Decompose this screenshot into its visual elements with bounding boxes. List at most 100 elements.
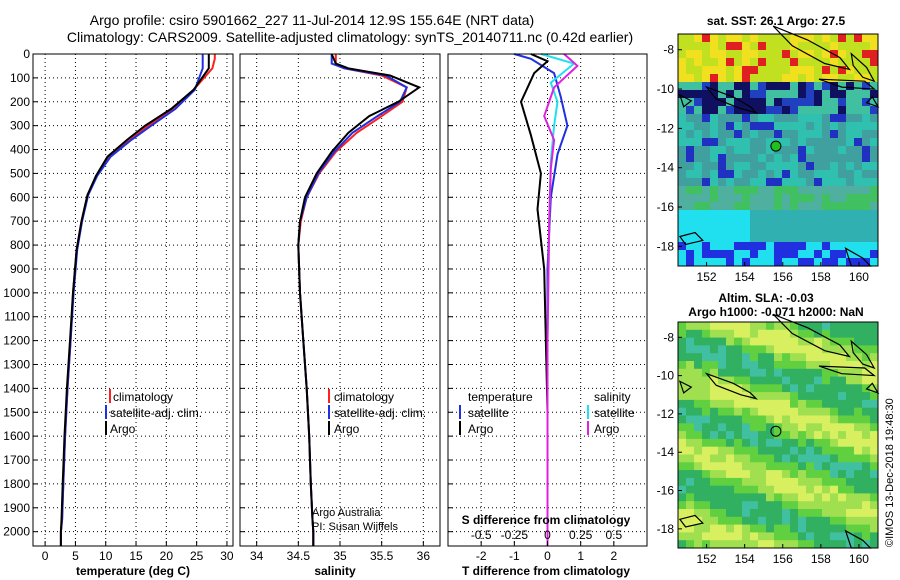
m-sla-cell <box>798 438 807 448</box>
m-sst-cell <box>862 114 871 123</box>
m-sla-cell <box>686 532 695 541</box>
m-sla-cell <box>742 399 751 409</box>
m-sla-cell <box>774 454 783 463</box>
m-sla-cell <box>734 431 743 440</box>
m-sst-cell <box>830 258 839 267</box>
m-sst-cell <box>846 210 855 219</box>
m-sla-cell <box>686 407 695 416</box>
m-sst-cell <box>742 98 751 107</box>
m-sla-cell <box>838 376 847 385</box>
m-sst-cell <box>870 42 879 51</box>
m-sst-cell <box>790 122 799 131</box>
m-sla-cell <box>734 493 743 502</box>
m-sst-cell <box>758 210 767 219</box>
m-sla-cell <box>702 337 711 346</box>
m-sla-cell <box>686 345 695 354</box>
m-sla-cell <box>702 423 711 432</box>
m-sst-cell <box>806 218 815 227</box>
m-sla-cell <box>678 485 687 494</box>
m-sla-cell <box>758 532 767 541</box>
diff-x2tick-label: 0.5 <box>605 528 622 542</box>
m-sst-cell <box>742 170 751 179</box>
m-sst-cell <box>734 162 743 171</box>
m-sla-cell <box>846 524 855 533</box>
m-sla-cell <box>782 384 791 393</box>
m-sst-cell <box>814 66 823 75</box>
m-sla-cell <box>806 322 815 331</box>
m-sla-cell <box>766 368 775 378</box>
m-sst-cell <box>750 138 759 147</box>
depth-tick-label: 0 <box>23 47 30 61</box>
m-sla-cell <box>774 493 783 502</box>
m-sst-cell <box>782 218 791 227</box>
m-sst-cell <box>798 74 807 83</box>
m-sla-cell <box>774 470 783 479</box>
m-sst-cell <box>710 114 719 123</box>
m-sla-cell <box>734 470 743 479</box>
m-sla-cell <box>742 415 751 424</box>
m-sst-cell <box>758 34 767 43</box>
depth-tick-label: 200 <box>10 95 30 109</box>
m-sla-cell <box>694 501 703 510</box>
m-sla-cell <box>862 407 871 416</box>
m-sla-cell <box>862 477 871 487</box>
m-sla-cell <box>678 516 687 526</box>
m-sst-xtick-label: 158 <box>811 270 831 284</box>
sal-series-argo <box>297 53 422 546</box>
sla-map-subtitle: Argo h1000: -0.071 h2000: NaN <box>688 305 863 319</box>
m-sla-cell <box>734 454 743 463</box>
m-sla-cell <box>710 446 719 455</box>
m-sst-cell <box>734 90 743 99</box>
m-sst-cell <box>758 146 767 155</box>
m-sla-cell <box>822 329 831 339</box>
m-sla-cell <box>798 337 807 346</box>
m-sst-cell <box>734 138 743 147</box>
m-sla-cell <box>814 493 823 502</box>
m-sst-cell <box>758 58 767 67</box>
m-sla-cell <box>854 361 863 370</box>
m-sla-cell <box>774 415 783 424</box>
m-sst-cell <box>846 98 855 107</box>
m-sst-cell <box>702 66 711 75</box>
m-sst-cell <box>750 226 759 235</box>
m-sst-cell <box>686 50 695 59</box>
m-sla-cell <box>766 477 775 487</box>
m-sla-cell <box>678 368 687 378</box>
m-sla-cell <box>710 493 719 502</box>
m-sla-cell <box>806 337 815 346</box>
m-sst-cell <box>806 98 815 107</box>
m-sst-cell <box>862 170 871 179</box>
m-sst-cell <box>766 66 775 75</box>
m-sla-cell <box>750 485 759 494</box>
m-sla-cell <box>726 438 735 448</box>
m-sla-cell <box>822 415 831 424</box>
m-sst-cell <box>710 178 719 187</box>
m-sla-cell <box>790 438 799 448</box>
m-sst-cell <box>822 210 831 219</box>
m-sst-cell <box>822 162 831 171</box>
m-sst-cell <box>814 210 823 219</box>
m-sst-cell <box>734 146 743 155</box>
m-sst-cell <box>750 210 759 219</box>
m-sst-cell <box>750 234 759 243</box>
m-sla-cell <box>678 532 687 541</box>
m-sst-cell <box>742 258 751 267</box>
m-sla-cell <box>702 329 711 339</box>
depth-tick-label: 1000 <box>3 286 30 300</box>
m-sla-cell <box>742 509 751 518</box>
sla-map-title: Altim. SLA: -0.03 <box>718 291 814 305</box>
m-sla-cell <box>862 384 871 393</box>
m-sla-cell <box>814 524 823 533</box>
depth-tick-label: 900 <box>10 262 30 276</box>
m-sst-cell <box>798 162 807 171</box>
m-sst-cell <box>870 50 879 59</box>
m-sla-cell <box>750 493 759 502</box>
m-sla-cell <box>798 345 807 354</box>
m-sla-cell <box>846 345 855 354</box>
m-sla-cell <box>798 415 807 424</box>
m-sla-cell <box>790 384 799 393</box>
m-sla-cell <box>854 532 863 541</box>
m-sst-cell <box>846 90 855 99</box>
m-sla-cell <box>702 524 711 533</box>
m-sla-cell <box>854 345 863 354</box>
